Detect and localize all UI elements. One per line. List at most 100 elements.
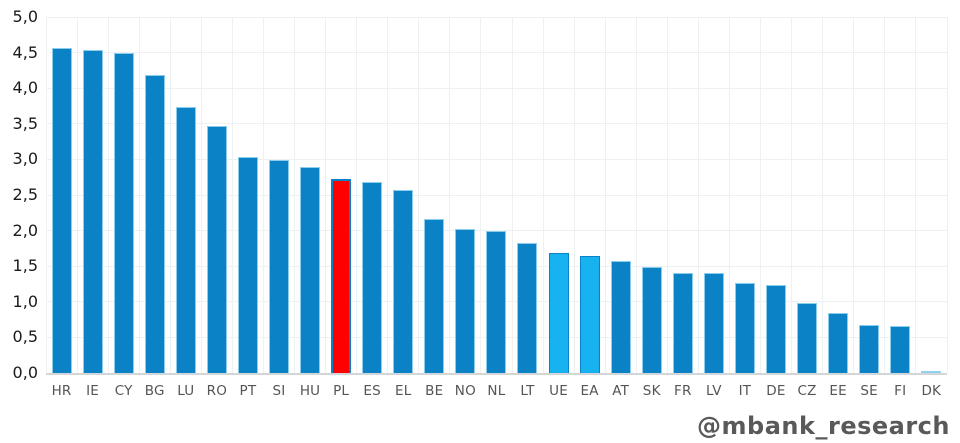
- y-tick-label: 3,0: [12, 149, 38, 169]
- bar-cell-IE: [77, 17, 108, 373]
- y-tick-label: 1,5: [12, 256, 38, 276]
- x-tick-label-BG: BG: [144, 383, 165, 399]
- v-gridline: [542, 17, 544, 373]
- x-tick-label-FR: FR: [674, 383, 692, 399]
- bar-cell-EL: [388, 17, 419, 373]
- x-tick-label-DE: DE: [766, 383, 786, 399]
- x-tick-label-RO: RO: [206, 383, 228, 399]
- v-gridline: [915, 17, 917, 373]
- x-tick-label-HU: HU: [299, 383, 321, 399]
- v-gridline: [231, 17, 233, 373]
- bar-cell-AT: [605, 17, 636, 373]
- bar-AT: [610, 261, 631, 373]
- x-tick-label-SE: SE: [860, 383, 878, 399]
- v-gridline: [480, 17, 482, 373]
- bar-DK: [921, 370, 942, 373]
- bar-ES: [362, 182, 383, 373]
- x-axis-tick-labels: HR IE CY BG LU RO PT SI HU PL ES EL BE NO NL LT UE EA AT SK…: [46, 383, 947, 403]
- h-gridline: [46, 87, 947, 89]
- v-gridline: [729, 17, 731, 373]
- bar-EA: [579, 255, 600, 373]
- x-tick-label-HR: HR: [51, 383, 72, 399]
- bar-CZ: [797, 303, 818, 373]
- bar-cell-NL: [481, 17, 512, 373]
- bar-BG: [144, 75, 165, 373]
- bar-cell-EE: [823, 17, 854, 373]
- y-tick-label: 5,0: [12, 7, 38, 26]
- v-gridline: [294, 17, 296, 373]
- v-gridline: [262, 17, 264, 373]
- bar-cell-SI: [263, 17, 294, 373]
- bar-cell-DK: [916, 17, 947, 373]
- x-tick-label-PL: PL: [333, 383, 350, 399]
- x-tick-label-EL: EL: [394, 383, 412, 399]
- bars-row: [46, 17, 947, 373]
- y-tick-label: 3,5: [12, 113, 38, 133]
- x-axis-line: [46, 373, 947, 375]
- y-tick-label: 0,0: [12, 363, 38, 382]
- v-gridline: [169, 17, 171, 373]
- bar-LT: [517, 243, 538, 373]
- y-tick-label: 4,5: [12, 42, 38, 62]
- bar-LV: [703, 273, 724, 373]
- x-tick-label-IE: IE: [86, 383, 100, 399]
- x-tick-label-BE: BE: [425, 383, 444, 399]
- bar-RO: [206, 125, 227, 373]
- y-tick-label: 2,5: [12, 185, 38, 204]
- h-gridline: [46, 230, 947, 232]
- y-axis-tick-labels: 0,0 0,5 1,0 1,5 2,0 2,5 3,0 3,5 4,0 4,5 5,0: [0, 8, 38, 382]
- bar-NO: [455, 229, 476, 373]
- v-gridline: [822, 17, 824, 373]
- bar-cell-LV: [698, 17, 729, 373]
- v-gridline: [635, 17, 637, 373]
- v-gridline: [946, 17, 948, 373]
- h-gridline: [46, 52, 947, 54]
- bar-IT: [734, 283, 755, 373]
- bar-CY: [113, 53, 134, 373]
- x-tick-label-CY: CY: [114, 383, 133, 399]
- bar-cell-PL: [326, 17, 357, 373]
- y-tick-label: 2,0: [12, 220, 38, 240]
- plot-area: [45, 16, 948, 373]
- v-gridline: [449, 17, 451, 373]
- bar-PL: [331, 178, 352, 373]
- v-gridline: [573, 17, 575, 373]
- v-gridline: [666, 17, 668, 373]
- bar-cell-UE: [543, 17, 574, 373]
- bar-LU: [175, 107, 196, 373]
- y-tick-label: 4,0: [12, 78, 38, 98]
- bar-cell-EA: [574, 17, 605, 373]
- bar-cell-LT: [512, 17, 543, 373]
- h-gridline: [46, 194, 947, 196]
- v-gridline: [697, 17, 699, 373]
- bar-SI: [268, 160, 289, 373]
- v-gridline: [604, 17, 606, 373]
- bar-cell-NO: [450, 17, 481, 373]
- v-gridline: [418, 17, 420, 373]
- v-gridline: [200, 17, 202, 373]
- bar-cell-ES: [357, 17, 388, 373]
- v-gridline: [138, 17, 140, 373]
- v-gridline: [760, 17, 762, 373]
- bar-HR: [51, 48, 72, 373]
- x-tick-label-CZ: CZ: [797, 383, 817, 399]
- bar-cell-HU: [295, 17, 326, 373]
- bar-cell-PT: [232, 17, 263, 373]
- bar-cell-SE: [854, 17, 885, 373]
- x-tick-label-AT: AT: [612, 383, 630, 399]
- x-tick-label-NO: NO: [454, 383, 476, 399]
- x-tick-label-UE: UE: [549, 383, 568, 399]
- x-tick-label-EA: EA: [580, 383, 599, 399]
- x-tick-label-SK: SK: [642, 383, 661, 399]
- v-gridline: [511, 17, 513, 373]
- bar-SE: [859, 324, 880, 373]
- bar-cell-SK: [636, 17, 667, 373]
- bar-FI: [890, 326, 911, 373]
- x-tick-label-PT: PT: [239, 383, 257, 399]
- bar-cell-CY: [108, 17, 139, 373]
- bar-UE: [548, 253, 569, 373]
- x-tick-label-SI: SI: [272, 383, 286, 399]
- v-gridline: [107, 17, 109, 373]
- v-gridline: [387, 17, 389, 373]
- x-tick-label-LU: LU: [177, 383, 195, 399]
